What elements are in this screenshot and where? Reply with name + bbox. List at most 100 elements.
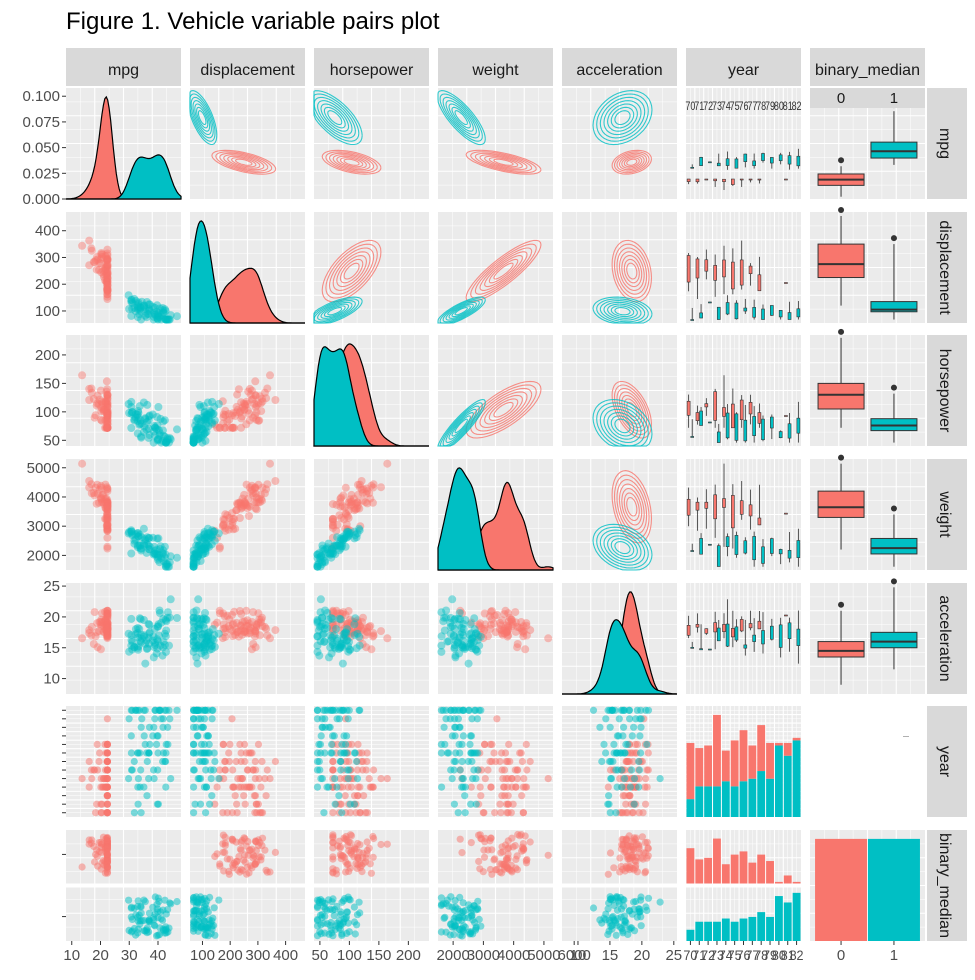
box-outlier [838, 207, 845, 214]
scatter-point [91, 483, 100, 492]
jitter-point [153, 900, 161, 908]
scatter-point [516, 749, 524, 757]
scatter-point [125, 715, 133, 723]
scatter-point [103, 411, 112, 419]
scatter-point [103, 249, 112, 258]
scatter-point [341, 509, 350, 518]
scatter-point [143, 309, 152, 318]
scatter-point [103, 255, 112, 264]
box-body [690, 550, 695, 552]
scatter-point [156, 311, 165, 320]
tick-label-y: 0.000 [22, 191, 60, 208]
scatter-point [130, 809, 138, 817]
scatter-point [363, 487, 372, 496]
contour-line-group1 [454, 110, 468, 126]
scatter-point [151, 423, 159, 432]
jitter-point [467, 839, 475, 847]
scatter-point [150, 775, 158, 783]
scatter-point [605, 800, 613, 808]
scatter-point [189, 562, 198, 571]
box-body [796, 308, 801, 318]
scatter-point [103, 286, 112, 295]
scatter-point [87, 388, 96, 397]
scatter-point [130, 303, 139, 312]
box-body [704, 259, 709, 272]
scatter-point [103, 295, 112, 303]
scatter-point [103, 267, 112, 276]
jitter-point [459, 899, 467, 907]
strip-label-right: binary_median [936, 833, 953, 938]
scatter-point [103, 402, 112, 411]
year-facet-bar-group0 [686, 848, 695, 884]
scatter-point [189, 438, 198, 447]
scatter-point [596, 723, 604, 731]
scatter-point [245, 416, 254, 425]
jitter-point [440, 914, 448, 922]
scatter-point [189, 435, 198, 444]
scatter-point [127, 409, 136, 418]
scatter-point [626, 783, 635, 791]
scatter-point [313, 617, 322, 626]
scatter-point [160, 416, 169, 425]
scatter-point [127, 311, 136, 320]
scatter-point [257, 783, 265, 791]
scatter-point [87, 480, 96, 489]
jitter-point [637, 922, 645, 930]
scatter-point [103, 514, 112, 522]
box-body [699, 648, 703, 651]
scatter-point [159, 426, 167, 435]
scatter-point [145, 534, 154, 542]
scatter-point [155, 431, 164, 440]
scatter-point [258, 613, 266, 622]
box-body [699, 538, 703, 555]
contour-line-group1 [592, 398, 653, 447]
scatter-point [154, 403, 163, 411]
strip-top-mpg [66, 48, 181, 86]
contour-line-group0 [479, 154, 528, 171]
scatter-point [189, 434, 198, 443]
jitter-point [321, 929, 329, 937]
scatter-point [245, 512, 253, 520]
scatter-point [210, 416, 219, 425]
tick-label-x: 100 [337, 947, 362, 964]
box-body [690, 319, 695, 321]
jitter-point [511, 842, 519, 850]
scatter-point [189, 435, 198, 444]
scatter-point [335, 614, 344, 623]
scatter-point [134, 800, 142, 808]
scatter-point [335, 546, 344, 555]
jitter-point [329, 853, 337, 861]
scatter-point [502, 627, 510, 636]
scatter-point [173, 706, 181, 714]
scatter-point [623, 757, 631, 766]
jitter-point [504, 854, 512, 862]
contour-line-group1 [197, 110, 207, 126]
contour-line-group0 [470, 151, 537, 174]
contour-line-group0 [321, 239, 382, 303]
jitter-point [315, 898, 323, 907]
scatter-point [204, 410, 212, 419]
contour-line-group0 [223, 154, 265, 171]
scatter-point [103, 277, 112, 286]
year-facet-bar-group1 [713, 921, 721, 941]
scatter-point [191, 421, 200, 430]
scatter-point [97, 253, 106, 261]
year-bar-group1 [783, 755, 792, 817]
jitter-point [458, 932, 466, 940]
scatter-point [124, 291, 133, 300]
scatter-point [198, 424, 207, 433]
scatter-point [160, 305, 169, 314]
contour-line-group1 [313, 296, 363, 324]
contour-line-group1 [603, 301, 642, 321]
binary-facet-label: 1 [890, 90, 898, 107]
contour-line-group1 [614, 307, 631, 316]
scatter-point [103, 385, 112, 394]
scatter-point [192, 431, 201, 440]
scatter-point [97, 494, 106, 503]
tick-label-y: 400 [35, 223, 60, 240]
scatter-point [103, 390, 112, 399]
scatter-point [99, 407, 108, 416]
scatter-point [99, 783, 107, 791]
contour-line-group1 [607, 535, 638, 560]
scatter-point [97, 249, 106, 257]
